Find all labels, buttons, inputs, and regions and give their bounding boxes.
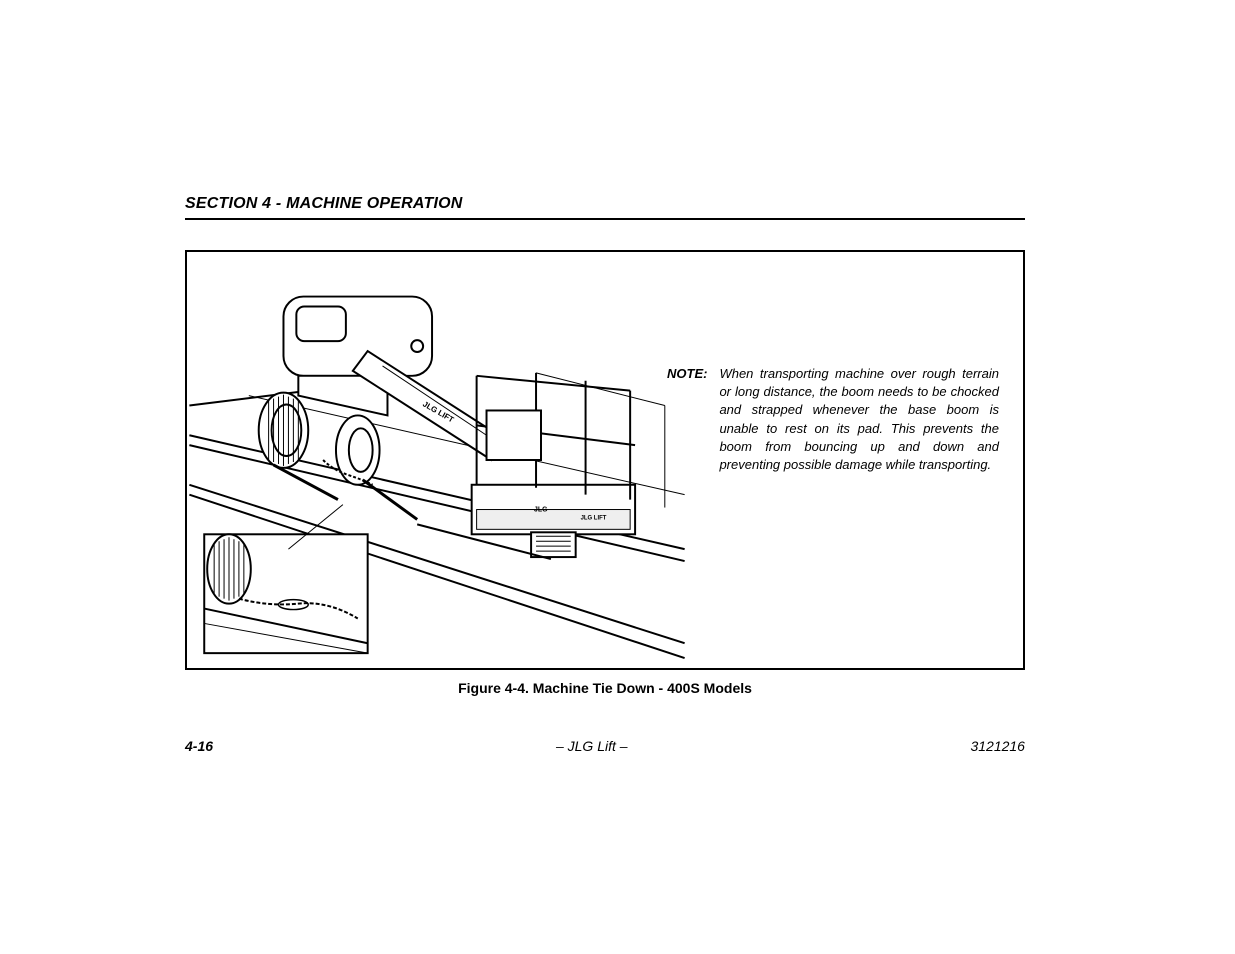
page-footer: 4-16 – JLG Lift – 3121216: [185, 738, 1025, 754]
machine-tie-down-drawing: JLG LIFT JLG JLG LIFT: [187, 252, 687, 668]
document-number: 3121216: [970, 738, 1025, 754]
platform-brand-jlg: JLG: [534, 507, 547, 514]
figure-caption: Figure 4-4. Machine Tie Down - 400S Mode…: [185, 680, 1025, 696]
note-text: When transporting machine over rough ter…: [719, 365, 999, 474]
platform-brand-label: JLG LIFT: [581, 515, 607, 521]
note-label: NOTE:: [667, 365, 707, 474]
page-number: 4-16: [185, 738, 213, 754]
tie-down-illustration: JLG LIFT JLG JLG LIFT: [187, 252, 687, 668]
section-header: SECTION 4 - MACHINE OPERATION: [185, 195, 1025, 220]
figure-note: NOTE: When transporting machine over rou…: [667, 365, 999, 474]
footer-brand: – JLG Lift –: [556, 738, 628, 754]
figure-container: JLG LIFT JLG JLG LIFT: [185, 250, 1025, 670]
